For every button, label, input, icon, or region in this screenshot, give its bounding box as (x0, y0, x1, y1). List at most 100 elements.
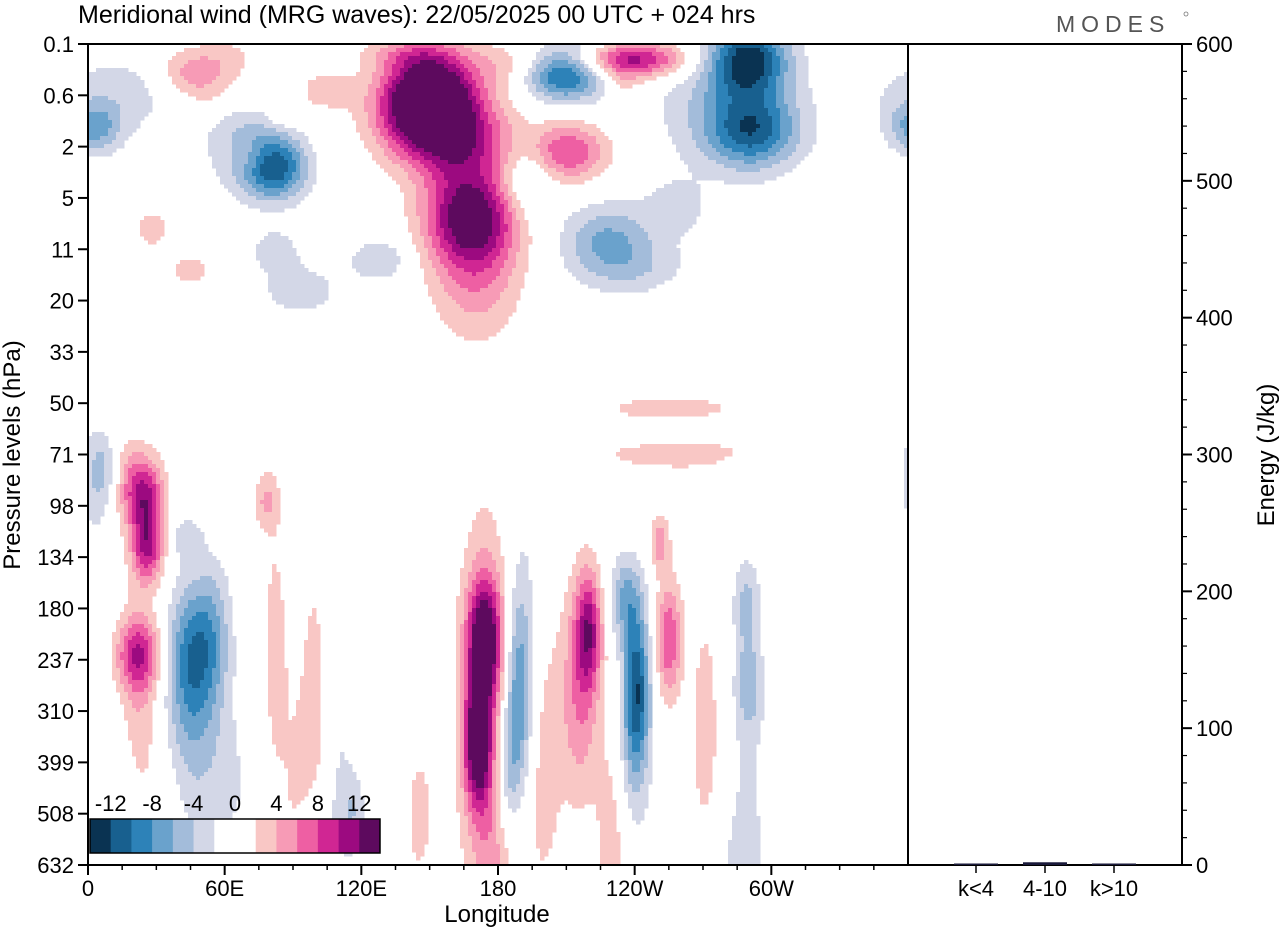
field-cell (412, 140, 477, 145)
field-cell (120, 476, 125, 481)
field-cell (260, 260, 301, 265)
field-cell (568, 648, 573, 653)
field-cell (472, 672, 493, 677)
field-cell (500, 232, 505, 237)
field-cell (500, 660, 505, 665)
field-cell (652, 256, 681, 261)
field-cell (228, 636, 237, 641)
field-cell (644, 736, 649, 741)
field-cell (196, 612, 209, 617)
field-cell (600, 624, 605, 629)
field-cell (644, 724, 649, 729)
field-cell (148, 684, 153, 689)
field-cell (596, 80, 605, 85)
field-cell (172, 56, 201, 61)
field-cell (468, 660, 473, 665)
chart-title: Meridional wind (MRG waves): 22/05/2025 … (78, 1, 755, 29)
field-cell (148, 628, 153, 633)
field-cell (548, 76, 581, 81)
field-cell (440, 260, 453, 265)
field-cell (888, 144, 905, 149)
field-cell (488, 704, 493, 709)
field-cell (560, 236, 577, 241)
field-cell (528, 708, 533, 713)
field-cell (168, 608, 177, 613)
field-cell (468, 576, 477, 581)
field-cell (640, 744, 645, 749)
field-cell (468, 772, 473, 777)
field-cell (180, 552, 213, 557)
field-cell (444, 56, 457, 61)
field-cell (708, 136, 721, 141)
field-cell (664, 620, 677, 625)
field-cell (500, 104, 513, 109)
field-cell (596, 668, 601, 673)
field-cell (436, 252, 449, 257)
field-cell (524, 684, 529, 689)
field-cell (736, 800, 757, 805)
field-cell (472, 684, 493, 689)
field-cell (560, 240, 577, 245)
field-cell (272, 504, 281, 509)
field-cell (568, 576, 577, 581)
field-cell (120, 488, 125, 493)
field-cell (380, 80, 389, 85)
field-cell (524, 696, 529, 701)
field-cell (412, 836, 429, 841)
field-cell (152, 680, 157, 685)
field-cell (476, 140, 485, 145)
field-cell (884, 136, 897, 141)
field-cell (800, 116, 817, 121)
field-cell (132, 564, 137, 569)
field-cell (140, 500, 149, 505)
field-cell (632, 580, 641, 585)
field-cell (424, 180, 437, 185)
field-cell (256, 252, 297, 257)
field-cell (552, 656, 569, 661)
field-cell (188, 680, 201, 685)
field-cell (212, 680, 221, 685)
field-cell (128, 600, 153, 605)
field-cell (500, 188, 509, 193)
field-cell (704, 64, 713, 69)
field-cell (424, 184, 437, 189)
field-cell (220, 728, 237, 733)
field-cell (608, 48, 617, 53)
field-cell (492, 168, 501, 173)
field-cell (696, 64, 705, 69)
field-cell (604, 64, 613, 69)
field-cell (304, 644, 321, 649)
field-cell (492, 196, 501, 201)
field-cell (164, 700, 173, 705)
field-cell (624, 744, 629, 749)
field-cell (428, 200, 437, 205)
field-cell (620, 648, 625, 653)
field-cell (460, 624, 465, 629)
field-cell (224, 676, 233, 681)
field-cell (524, 744, 529, 749)
field-cell (468, 708, 489, 713)
field-cell (736, 728, 761, 733)
field-cell (488, 708, 493, 713)
field-cell (304, 152, 317, 157)
field-cell (140, 220, 165, 225)
field-cell (404, 132, 477, 137)
field-cell (488, 768, 493, 773)
field-cell (188, 664, 209, 669)
field-cell (448, 52, 461, 57)
field-cell (492, 792, 497, 797)
field-cell (396, 180, 413, 185)
field-cell (496, 612, 501, 617)
field-cell (188, 732, 205, 737)
field-cell (736, 52, 765, 57)
field-cell (624, 776, 629, 781)
field-cell (152, 548, 157, 553)
field-cell (436, 308, 465, 313)
field-cell (120, 456, 129, 461)
field-cell (204, 632, 217, 637)
field-cell (492, 140, 501, 145)
field-cell (704, 104, 717, 109)
field-cell (492, 144, 501, 149)
field-cell (552, 128, 581, 133)
field-cell (416, 856, 421, 861)
